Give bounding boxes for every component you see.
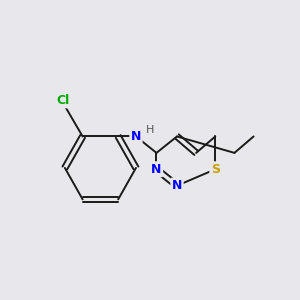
Text: H: H xyxy=(146,125,154,135)
Text: S: S xyxy=(211,163,220,176)
Text: N: N xyxy=(151,163,162,176)
Text: N: N xyxy=(131,130,141,143)
Text: Cl: Cl xyxy=(57,94,70,107)
Text: N: N xyxy=(172,179,182,192)
